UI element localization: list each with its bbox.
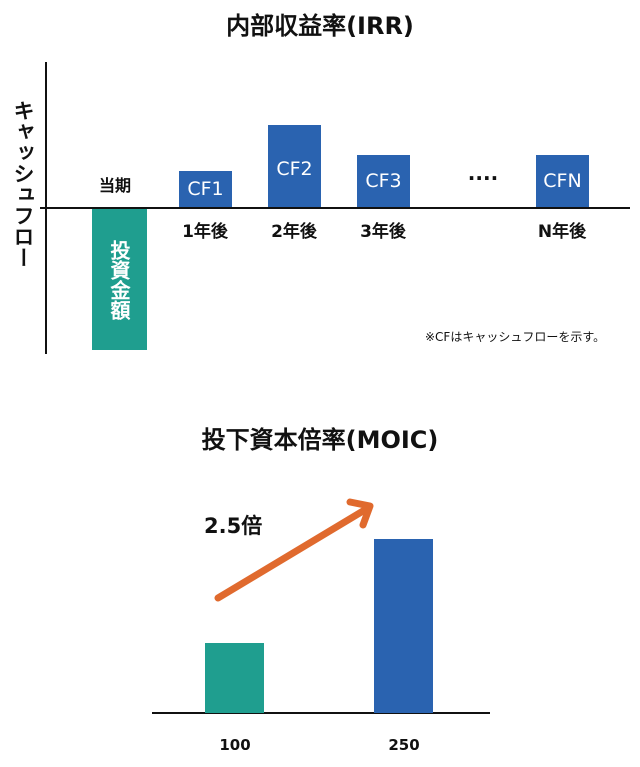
moic-x-axis: [152, 712, 490, 714]
cf-label: CF1: [187, 178, 224, 200]
period-label: N年後: [537, 222, 587, 242]
moic-bar-label: 250: [388, 736, 420, 754]
footnote: ※CFはキャッシュフローを示す。: [425, 330, 606, 344]
cf-label: CFN: [543, 170, 582, 192]
investment-bar: 投資金額: [92, 209, 147, 350]
period-label: 1年後: [182, 222, 228, 242]
cf-bar-3: CF3: [357, 155, 410, 207]
irr-title: 内部収益率(IRR): [226, 12, 414, 40]
ellipsis: ····: [467, 166, 499, 190]
cf-label: CF2: [276, 158, 313, 180]
cf-bar-n: CFN: [536, 155, 589, 207]
cf-bar-2: CF2: [268, 125, 321, 207]
y-axis-label: キャッシュフロー: [11, 100, 35, 268]
period-label: 3年後: [360, 222, 406, 242]
moic-bar-label: 100: [219, 736, 251, 754]
period-label: 2年後: [271, 222, 317, 242]
investment-label: 投資金額: [107, 239, 131, 320]
cf-bar-1: CF1: [179, 171, 232, 207]
x-axis: [40, 207, 630, 209]
moic-bar-returned: [374, 539, 433, 713]
cf-label: CF3: [365, 170, 402, 192]
multiplier-label: 2.5倍: [204, 514, 263, 538]
moic-bar-invested: [205, 643, 264, 713]
moic-title: 投下資本倍率(MOIC): [201, 426, 439, 454]
current-period-label: 当期: [98, 176, 131, 195]
